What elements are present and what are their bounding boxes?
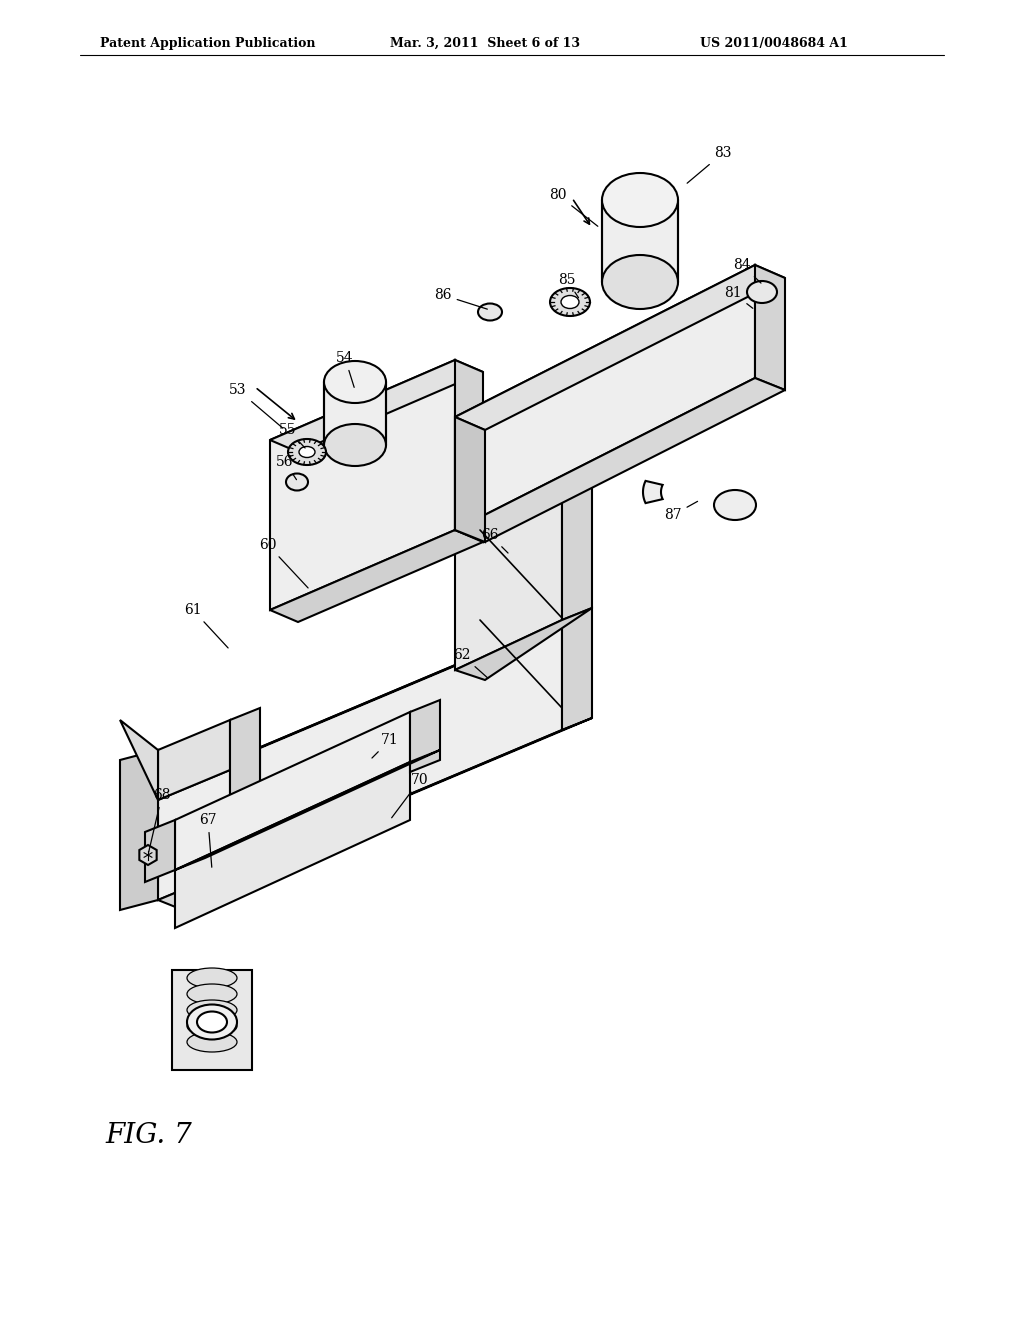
Text: 56: 56	[276, 455, 297, 479]
Polygon shape	[455, 378, 785, 543]
Polygon shape	[455, 265, 755, 531]
Text: Mar. 3, 2011  Sheet 6 of 13: Mar. 3, 2011 Sheet 6 of 13	[390, 37, 580, 50]
Ellipse shape	[714, 490, 756, 520]
Text: 80: 80	[549, 187, 598, 226]
Polygon shape	[230, 620, 562, 870]
Polygon shape	[120, 719, 158, 800]
Text: 66: 66	[481, 528, 508, 553]
Text: 62: 62	[454, 648, 487, 678]
Ellipse shape	[561, 296, 579, 309]
Ellipse shape	[197, 1011, 227, 1032]
Polygon shape	[455, 469, 592, 531]
Polygon shape	[455, 417, 485, 543]
Text: 67: 67	[200, 813, 217, 867]
Ellipse shape	[187, 983, 237, 1005]
Polygon shape	[602, 201, 678, 282]
Polygon shape	[455, 265, 785, 430]
Polygon shape	[175, 711, 410, 870]
Ellipse shape	[187, 1032, 237, 1052]
Text: 70: 70	[391, 774, 429, 818]
Polygon shape	[230, 748, 260, 870]
Text: 84: 84	[733, 257, 761, 282]
Ellipse shape	[187, 968, 237, 987]
Polygon shape	[270, 360, 483, 451]
Ellipse shape	[324, 360, 386, 403]
Polygon shape	[175, 762, 410, 928]
Polygon shape	[455, 360, 483, 543]
Polygon shape	[562, 469, 592, 620]
Text: 71: 71	[372, 733, 399, 758]
Text: 53: 53	[229, 383, 283, 428]
Text: 85: 85	[558, 273, 579, 298]
Polygon shape	[120, 750, 158, 909]
Ellipse shape	[602, 255, 678, 309]
Ellipse shape	[478, 304, 502, 321]
Text: 68: 68	[148, 788, 171, 853]
Polygon shape	[270, 531, 483, 622]
Text: 86: 86	[434, 288, 487, 309]
Ellipse shape	[187, 1016, 237, 1036]
Polygon shape	[270, 360, 455, 610]
Ellipse shape	[187, 1001, 237, 1020]
Text: 61: 61	[184, 603, 228, 648]
Polygon shape	[158, 770, 230, 900]
Polygon shape	[172, 970, 252, 1071]
Ellipse shape	[187, 1005, 237, 1040]
Ellipse shape	[299, 446, 315, 458]
Polygon shape	[455, 480, 562, 671]
Polygon shape	[230, 708, 260, 830]
Polygon shape	[755, 265, 785, 389]
Polygon shape	[230, 718, 592, 870]
Polygon shape	[410, 700, 440, 772]
Text: 83: 83	[687, 147, 732, 183]
Text: US 2011/0048684 A1: US 2011/0048684 A1	[700, 37, 848, 50]
Polygon shape	[175, 750, 440, 870]
Polygon shape	[562, 609, 592, 730]
Ellipse shape	[288, 440, 326, 465]
Polygon shape	[324, 381, 386, 445]
Polygon shape	[455, 609, 592, 680]
Ellipse shape	[324, 424, 386, 466]
Polygon shape	[158, 858, 260, 912]
Polygon shape	[643, 480, 663, 503]
Text: 54: 54	[336, 351, 354, 387]
Text: Patent Application Publication: Patent Application Publication	[100, 37, 315, 50]
Polygon shape	[139, 845, 157, 865]
Text: 81: 81	[724, 286, 753, 309]
Text: FIG. 7: FIG. 7	[105, 1122, 191, 1148]
Text: 87: 87	[665, 502, 697, 521]
Polygon shape	[145, 820, 175, 882]
Polygon shape	[230, 609, 592, 760]
Ellipse shape	[602, 173, 678, 227]
Ellipse shape	[746, 281, 777, 304]
Text: 60: 60	[259, 539, 308, 587]
Polygon shape	[158, 719, 230, 800]
Text: 55: 55	[280, 422, 305, 447]
Ellipse shape	[550, 288, 590, 315]
Ellipse shape	[286, 474, 308, 491]
